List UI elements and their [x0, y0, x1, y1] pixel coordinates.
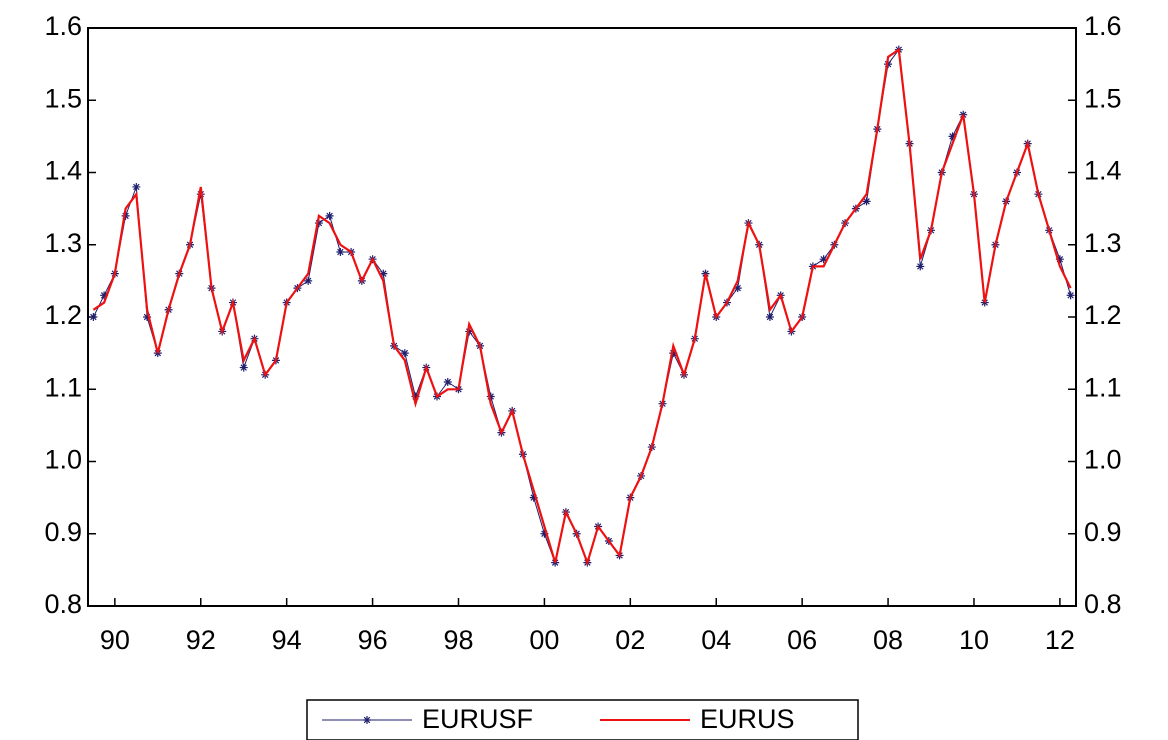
x-tick-label: 06	[787, 625, 817, 655]
y2-tick-label: 1.1	[1084, 372, 1122, 402]
marker	[486, 392, 495, 401]
marker	[304, 276, 313, 285]
marker	[669, 349, 678, 358]
x-tick-label: 08	[873, 625, 903, 655]
y2-tick-label: 0.9	[1084, 517, 1122, 547]
y-tick-label: 1.5	[44, 83, 82, 113]
x-tick-label: 90	[100, 625, 130, 655]
x-tick-label: 04	[701, 625, 731, 655]
y-tick-label: 1.2	[44, 300, 82, 330]
marker	[400, 349, 409, 358]
legend-label: EURUSF	[422, 704, 533, 734]
x-tick-label: 98	[443, 625, 473, 655]
series-line	[92, 47, 1072, 567]
marker	[540, 529, 549, 538]
marker	[363, 716, 371, 724]
y-tick-label: 1.3	[44, 228, 82, 258]
marker	[529, 493, 538, 502]
marker	[100, 291, 109, 300]
marker	[765, 313, 774, 321]
marker	[143, 313, 152, 321]
y2-tick-label: 1.3	[1084, 228, 1122, 258]
y2-tick-label: 0.8	[1084, 589, 1122, 619]
y2-tick-label: 1.5	[1084, 83, 1122, 113]
y2-tick-label: 1.2	[1084, 300, 1122, 330]
x-tick-label: 92	[186, 625, 216, 655]
y-tick-label: 0.9	[44, 517, 82, 547]
marker	[1066, 291, 1075, 300]
marker	[819, 255, 828, 264]
y-tick-label: 1.1	[44, 372, 82, 402]
x-tick-label: 02	[615, 625, 645, 655]
x-tick-label: 94	[272, 625, 302, 655]
x-tick-label: 12	[1045, 625, 1075, 655]
marker	[1055, 255, 1064, 264]
marker	[465, 327, 474, 336]
legend: EURUSF EURUS	[306, 699, 859, 740]
marker	[336, 247, 345, 256]
x-tick-label: 00	[529, 625, 559, 655]
legend-label: EURUS	[700, 704, 795, 734]
y-tick-label: 0.8	[44, 589, 82, 619]
series	[89, 45, 1075, 567]
marker	[443, 378, 452, 387]
marker	[314, 219, 323, 228]
series	[92, 47, 1072, 567]
marker	[121, 211, 130, 220]
y-tick-label: 1.4	[44, 156, 82, 186]
series-line	[92, 48, 1072, 565]
marker	[89, 313, 98, 321]
x-tick-label: 10	[959, 625, 989, 655]
marker	[862, 197, 871, 206]
marker	[325, 211, 334, 220]
y2-tick-label: 1.0	[1084, 445, 1122, 475]
y2-tick-label: 1.6	[1084, 11, 1122, 41]
marker	[379, 269, 388, 278]
x-tick-label: 96	[358, 625, 388, 655]
y2-tick-label: 1.4	[1084, 156, 1122, 186]
marker	[733, 284, 742, 293]
marker	[411, 392, 420, 401]
marker	[239, 363, 248, 372]
y-tick-label: 1.0	[44, 445, 82, 475]
y-tick-label: 1.6	[44, 11, 82, 41]
marker	[916, 262, 925, 271]
marker	[948, 132, 957, 141]
marker	[132, 182, 141, 191]
